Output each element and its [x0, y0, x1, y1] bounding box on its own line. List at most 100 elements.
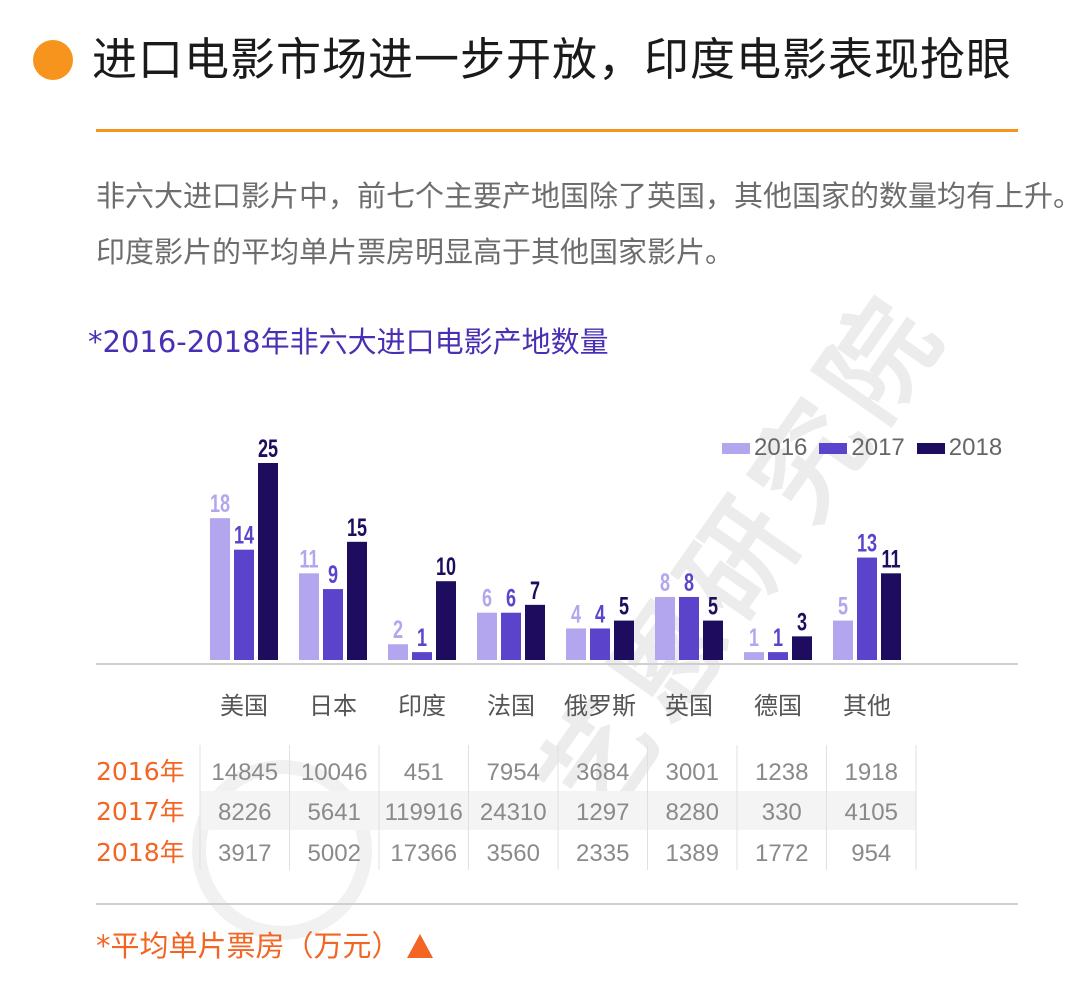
bar-value-label: 1	[749, 623, 759, 652]
bar-2017	[501, 612, 521, 660]
up-triangle-icon	[406, 934, 433, 958]
table-cell: 3684	[576, 759, 629, 786]
bar-value-label: 5	[838, 592, 848, 621]
legend-item-2017: 2017	[819, 434, 905, 462]
legend-item-2018: 2018	[916, 434, 1003, 462]
table-cell: 1297	[576, 799, 629, 826]
table-cell: 1772	[755, 840, 808, 867]
title-divider	[96, 129, 1018, 132]
footnote-text: *平均单片票房（万元）	[96, 929, 401, 963]
legend-label: 2018	[948, 434, 1003, 461]
bar-value-label: 15	[347, 513, 367, 542]
table-row-label: 2018年	[96, 838, 185, 867]
bar-value-label: 8	[660, 568, 670, 597]
table-cell: 1238	[755, 759, 808, 786]
bar-2017	[412, 652, 432, 660]
legend-swatch	[916, 442, 945, 454]
table-cell: 3917	[218, 840, 271, 867]
bar-2016	[210, 518, 230, 660]
bar-2017	[679, 596, 699, 660]
bar-2016	[566, 628, 586, 660]
bar-2017	[234, 549, 254, 660]
bar-value-label: 9	[328, 560, 338, 589]
bar-2018	[614, 620, 634, 660]
table-cell: 7954	[487, 759, 540, 786]
bar-value-label: 1	[773, 623, 783, 652]
table-cell: 5002	[308, 840, 361, 867]
footnote: *平均单片票房（万元）	[96, 926, 433, 966]
bar-value-label: 6	[482, 584, 492, 613]
table-cell: 24310	[480, 799, 547, 826]
bar-2018	[703, 620, 723, 660]
chart-legend: 2016 2017 2018	[722, 434, 1014, 462]
x-tick-label: 英国	[665, 692, 713, 720]
bar-value-label: 1	[417, 623, 427, 652]
bar-2017	[768, 652, 788, 660]
bar-value-label: 2	[393, 615, 403, 644]
description-line-2: 印度影片的平均单片票房明显高于其他国家影片。	[96, 235, 735, 269]
bar-2018	[792, 636, 812, 660]
bar-2017	[857, 557, 877, 660]
x-tick-label: 德国	[754, 692, 802, 720]
bar-2016	[299, 573, 319, 660]
table-cell: 1918	[845, 759, 898, 786]
table-cell: 8280	[666, 799, 719, 826]
table-cell: 8226	[218, 799, 271, 826]
legend-swatch	[722, 442, 750, 454]
table-row-label: 2016年	[96, 757, 185, 786]
legend-swatch	[819, 442, 848, 454]
bar-2016	[655, 596, 675, 660]
legend-item-2016: 2016	[722, 434, 807, 462]
bar-value-label: 3	[797, 607, 807, 636]
bar-2017	[590, 628, 610, 660]
bar-2016	[477, 612, 497, 660]
bar-2018	[347, 541, 367, 660]
bar-2016	[388, 644, 408, 660]
legend-label: 2017	[851, 434, 905, 461]
bar-value-label: 13	[857, 529, 877, 558]
table-cell: 3560	[487, 840, 540, 867]
table-cell: 4105	[845, 799, 898, 826]
page-title: 进口电影市场进一步开放，印度电影表现抢眼	[92, 33, 1013, 86]
table-cell: 14845	[211, 759, 278, 786]
bar-2018	[525, 604, 545, 660]
bar-value-label: 18	[210, 489, 230, 518]
table-cell: 954	[851, 840, 891, 867]
bar-value-label: 5	[619, 592, 629, 621]
table-cell: 5641	[308, 799, 361, 826]
bar-2016	[833, 620, 853, 660]
bar-value-label: 10	[436, 552, 456, 581]
bar-value-label: 14	[234, 521, 255, 550]
x-tick-label: 日本	[309, 692, 357, 720]
x-tick-label: 其他	[843, 692, 891, 720]
bar-value-label: 11	[881, 544, 900, 573]
x-tick-label: 美国	[220, 692, 268, 720]
bar-2016	[744, 652, 764, 660]
table-row-label: 2017年	[96, 797, 185, 826]
table-cell: 17366	[390, 840, 457, 867]
bar-2018	[881, 573, 901, 660]
x-tick-label: 印度	[398, 692, 446, 720]
bar-value-label: 4	[571, 599, 582, 628]
legend-label: 2016	[754, 434, 808, 461]
table-divider	[96, 903, 1018, 905]
bar-value-label: 7	[530, 576, 540, 605]
table-cell: 2335	[576, 840, 629, 867]
bar-value-label: 6	[506, 584, 516, 613]
bar-value-label: 5	[708, 592, 718, 621]
table-cell: 1389	[666, 840, 719, 867]
table-cell: 330	[762, 799, 802, 826]
x-tick-label: 法国	[487, 692, 535, 720]
bar-value-label: 4	[595, 599, 606, 628]
table-cell: 10046	[301, 759, 368, 786]
table-cell: 119916	[385, 799, 463, 826]
table-cell: 3001	[666, 759, 719, 786]
x-tick-label: 俄罗斯	[564, 692, 636, 720]
description-line-1: 非六大进口影片中，前七个主要产地国除了英国，其他国家的数量均有上升。	[96, 179, 1080, 213]
bar-2018	[258, 463, 278, 660]
bar-2017	[323, 589, 343, 660]
bar-value-label: 8	[684, 568, 694, 597]
title-bullet-icon	[33, 40, 73, 80]
bar-2018	[436, 581, 456, 660]
